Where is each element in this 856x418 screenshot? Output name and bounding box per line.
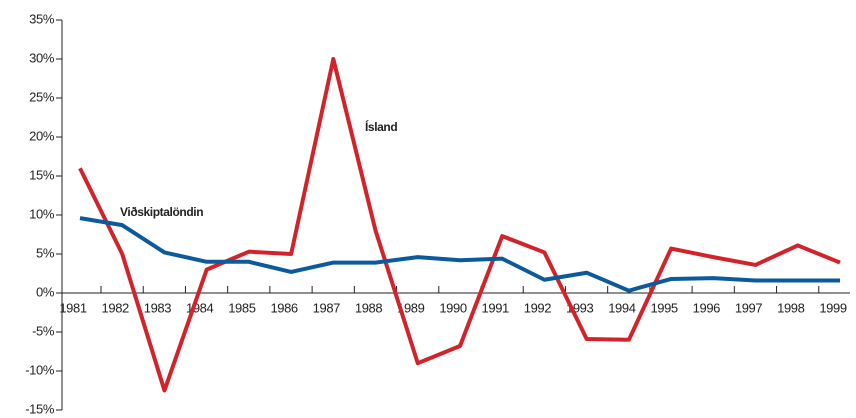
series-label: Viðskiptalöndin: [120, 205, 203, 219]
y-tick-label: 5%: [36, 245, 55, 260]
x-tick-label: 1991: [482, 300, 509, 315]
y-tick-label: -5%: [32, 323, 55, 338]
y-tick-label: -15%: [25, 401, 55, 416]
x-tick-label: 1992: [524, 300, 551, 315]
y-tick-label: -10%: [25, 362, 55, 377]
series-line: [79, 216, 840, 293]
x-tick-label: 1997: [735, 300, 762, 315]
y-tick-label: 30%: [29, 50, 55, 65]
x-tick-label: 1996: [693, 300, 720, 315]
x-tick-label: 1990: [439, 300, 466, 315]
x-tick-label: 1998: [777, 300, 804, 315]
y-tick-label: 25%: [29, 89, 55, 104]
series-line: [78, 57, 841, 393]
y-tick-label: 0%: [36, 284, 55, 299]
y-tick-label: 20%: [29, 128, 55, 143]
x-tick-label: 1988: [355, 300, 382, 315]
series-label: Ísland: [365, 119, 397, 134]
x-tick-label: 1983: [144, 300, 171, 315]
x-tick-label: 1982: [102, 300, 129, 315]
x-tick-label: 1999: [819, 300, 846, 315]
y-tick-label: 35%: [29, 11, 55, 26]
x-tick-label: 1989: [397, 300, 424, 315]
x-tick-label: 1985: [228, 300, 255, 315]
y-tick-label: 15%: [29, 167, 55, 182]
y-tick-label: 10%: [29, 206, 55, 221]
x-tick-label: 1987: [313, 300, 340, 315]
x-tick-label: 1995: [650, 300, 677, 315]
x-tick-label: 1986: [270, 300, 297, 315]
x-tick-label: 1981: [59, 300, 86, 315]
x-tick-label: 1994: [608, 300, 635, 315]
